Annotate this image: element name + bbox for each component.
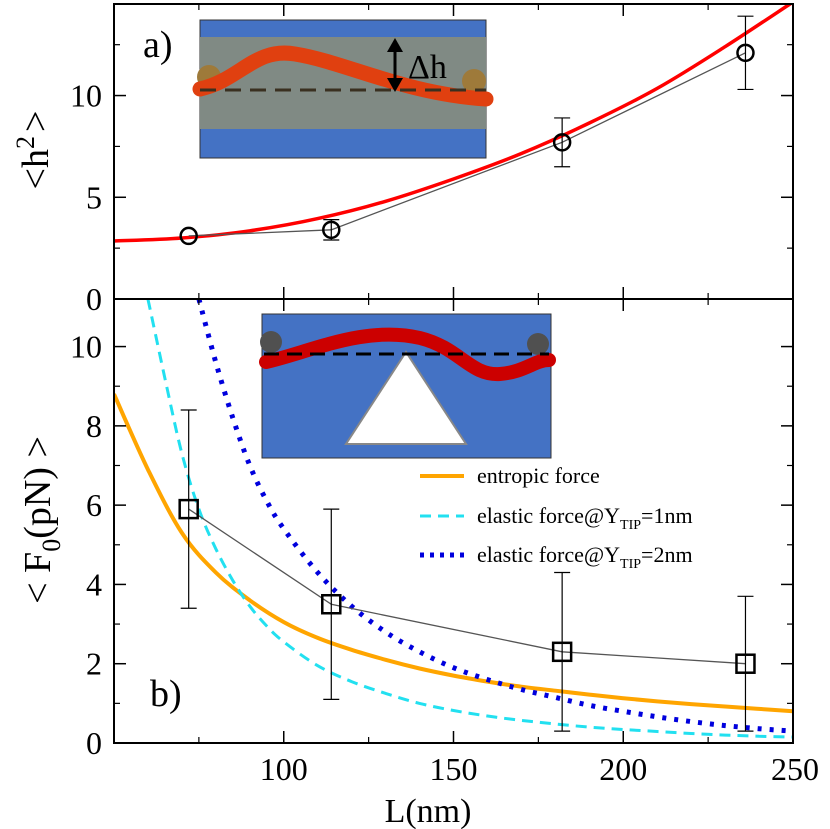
a-y-axis-label: <h2>: [11, 111, 57, 190]
a-data-point: [322, 220, 341, 240]
a-ytick-label: 0: [86, 281, 102, 317]
a-ticks: 0 5 10: [70, 4, 793, 317]
a-panel-label: a): [143, 24, 173, 66]
b-data-layer: [178, 409, 756, 732]
b-data-point: [551, 641, 573, 663]
inset-b: [259, 313, 556, 459]
a-data-point: [179, 226, 198, 246]
x-axis-label: L(nm): [385, 793, 472, 829]
b-ytick-label: 8: [86, 408, 102, 444]
inset-b-tip: [344, 350, 468, 445]
inset-a-delta-h: Δh: [408, 49, 447, 86]
b-ytick-label: 0: [86, 725, 102, 761]
legend-elastic1-label: elastic force@YTIP=1nm: [477, 503, 693, 533]
b-curves-layer: [114, 299, 793, 739]
b-y-axis-label: < F0(pN) >: [17, 436, 66, 604]
b-panel-label: b): [150, 673, 182, 715]
inset-a: Δh: [192, 19, 494, 159]
a-fit-layer: [114, 4, 793, 243]
a-fit-curve: [114, 4, 793, 243]
a-data-point: [736, 43, 755, 63]
a-data-layer: [179, 15, 755, 246]
b-ytick-label: 2: [86, 646, 102, 682]
b-elastic1-curve: [146, 299, 793, 739]
panel-b: entropic force elastic force@YTIP=1nm el…: [17, 298, 819, 829]
a-data-point: [552, 133, 572, 152]
b-elastic2-curve: [196, 299, 793, 734]
b-ticks: 0 2 4 6 8 10 100 150 200 250: [70, 299, 819, 787]
a-ytick-label: 10: [70, 78, 102, 114]
inset-b-polymer: [259, 327, 556, 382]
b-data-point: [178, 498, 199, 520]
legend: entropic force elastic force@YTIP=1nm el…: [420, 463, 693, 572]
b-xtick-label: 200: [599, 751, 647, 787]
legend-elastic2-label: elastic force@YTIP=2nm: [477, 542, 693, 572]
b-entropic-curve: [114, 393, 793, 714]
b-ytick-label: 10: [70, 329, 102, 365]
panel-a: Δh 0 5 10 a) <h2>: [11, 3, 794, 317]
legend-entropic-label: entropic force: [477, 463, 600, 488]
b-ytick-label: 4: [86, 566, 102, 602]
a-ytick-label: 5: [86, 179, 102, 215]
b-xtick-label: 250: [771, 751, 819, 787]
b-data-line: [188, 508, 746, 665]
b-data-point: [321, 594, 342, 615]
b-xtick-label: 100: [260, 751, 308, 787]
b-data-point: [735, 653, 756, 674]
b-ytick-label: 6: [86, 487, 102, 523]
a-data-line: [188, 52, 746, 237]
b-xtick-label: 150: [430, 751, 478, 787]
